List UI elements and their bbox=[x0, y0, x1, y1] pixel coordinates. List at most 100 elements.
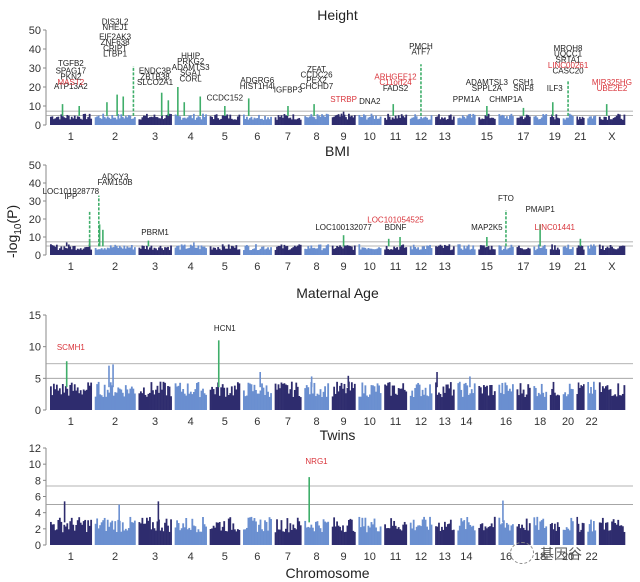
chromosome-8-signal bbox=[324, 116, 327, 125]
gene-label: LTBP1 bbox=[103, 50, 127, 59]
chromosome-15-signal bbox=[486, 116, 488, 125]
chromosome-17-signal bbox=[527, 115, 530, 125]
chromosome-2-signal bbox=[105, 249, 108, 255]
chromosome-1-signal bbox=[82, 248, 85, 255]
chromosome-7-signal bbox=[296, 517, 299, 545]
chromosome-7-signal bbox=[282, 531, 284, 545]
chromosome-4-signal bbox=[203, 393, 206, 410]
gene-label: MIR325HG bbox=[592, 78, 632, 87]
chromosome-3-signal bbox=[161, 115, 163, 125]
gene-label: DIS3L2 bbox=[102, 17, 129, 26]
chromosome-7-signal bbox=[296, 118, 299, 125]
x-tick-label: 3 bbox=[152, 416, 158, 428]
chromosome-3-signal bbox=[167, 525, 169, 545]
chromosome-6-signal bbox=[255, 118, 257, 125]
chromosome-X-signal bbox=[598, 522, 601, 545]
chromosome-10-signal bbox=[365, 249, 368, 255]
chromosome-21-signal bbox=[580, 385, 582, 410]
chromosome-20-signal bbox=[567, 244, 570, 255]
chromosome-5-signal bbox=[232, 246, 235, 255]
chromosome-1-signal bbox=[67, 529, 70, 545]
chromosome-11-signal bbox=[402, 244, 405, 255]
chromosome-16-signal bbox=[504, 118, 507, 125]
chromosome-X-signal bbox=[612, 248, 615, 255]
chromosome-13-signal bbox=[442, 386, 445, 410]
gene-label: EIF2AK3 bbox=[99, 33, 132, 42]
chromosome-5-signal bbox=[211, 386, 213, 410]
chromosome-2-signal bbox=[103, 248, 106, 255]
chromosome-5-signal bbox=[238, 249, 241, 255]
chromosome-4-signal bbox=[202, 388, 204, 410]
chromosome-4-signal bbox=[199, 117, 201, 125]
chromosome-11-signal bbox=[397, 249, 400, 255]
chromosome-5-signal bbox=[220, 250, 223, 255]
gene-label: ZBTB38 bbox=[140, 72, 170, 81]
chromosome-18-signal bbox=[534, 387, 537, 410]
chromosome-4-signal bbox=[192, 525, 195, 545]
chromosome-10-signal bbox=[372, 249, 374, 255]
x-tick-label: 11 bbox=[390, 261, 401, 273]
chromosome-10-signal bbox=[367, 117, 370, 125]
chromosome-12-signal bbox=[417, 382, 420, 410]
chromosome-2-signal bbox=[108, 392, 111, 410]
chromosome-X-signal bbox=[598, 116, 601, 125]
chromosome-2-signal bbox=[132, 118, 135, 125]
x-tick-label: 5 bbox=[222, 551, 228, 563]
chromosome-3-signal bbox=[144, 394, 147, 410]
chromosome-5-signal bbox=[215, 522, 218, 545]
chromosome-14-signal bbox=[457, 383, 460, 410]
chromosome-13-signal bbox=[446, 524, 449, 545]
chromosome-5-signal bbox=[214, 394, 217, 410]
chromosome-22-signal bbox=[587, 245, 590, 255]
chromosome-7-signal bbox=[274, 383, 277, 410]
chromosome-7-signal bbox=[292, 396, 295, 410]
chromosome-9-signal bbox=[334, 248, 337, 255]
chromosome-7-signal bbox=[293, 119, 296, 125]
gene-label: ILF3 bbox=[547, 84, 564, 93]
chromosome-10-signal bbox=[367, 396, 370, 410]
chromosome-7-signal bbox=[289, 389, 292, 410]
chromosome-22-signal bbox=[593, 244, 595, 255]
chromosome-16-signal bbox=[510, 113, 513, 125]
chromosome-14-signal bbox=[470, 248, 473, 255]
chromosome-4-signal bbox=[182, 523, 185, 545]
chromosome-8-signal bbox=[304, 520, 307, 545]
chromosome-8-signal bbox=[316, 521, 319, 545]
chromosome-1-signal bbox=[61, 384, 64, 410]
x-tick-label: 11 bbox=[390, 131, 401, 143]
chromosome-1-signal bbox=[72, 524, 75, 545]
chromosome-13-signal bbox=[438, 114, 440, 125]
chromosome-16-signal bbox=[501, 382, 504, 410]
chromosome-7-signal bbox=[296, 245, 299, 255]
chromosome-8-signal bbox=[318, 525, 320, 545]
chromosome-2-signal bbox=[115, 119, 118, 125]
chromosome-2-signal bbox=[133, 117, 136, 125]
chromosome-11-signal bbox=[394, 115, 397, 125]
chromosome-12-signal bbox=[414, 388, 417, 410]
chromosome-X-signal bbox=[612, 519, 615, 545]
chromosome-17-signal bbox=[525, 249, 528, 255]
chromosome-20-signal bbox=[565, 527, 568, 545]
chromosome-4-signal bbox=[189, 115, 192, 125]
chromosome-X-signal bbox=[618, 525, 621, 545]
chromosome-22-signal bbox=[587, 118, 590, 125]
chromosome-17-signal bbox=[518, 245, 520, 255]
chromosome-18-signal bbox=[542, 246, 545, 255]
chromosome-17-signal bbox=[522, 527, 525, 545]
chromosome-11-signal bbox=[388, 382, 391, 410]
chromosome-7-signal bbox=[277, 115, 280, 125]
chromosome-3-signal bbox=[159, 381, 162, 410]
chromosome-11-signal bbox=[384, 249, 387, 255]
chromosome-20-signal bbox=[568, 383, 571, 410]
chromosome-3-signal bbox=[170, 519, 172, 545]
chromosome-11-signal bbox=[399, 529, 402, 545]
chromosome-5-signal bbox=[233, 529, 236, 545]
chromosome-6-signal bbox=[267, 391, 269, 410]
chromosome-3-signal bbox=[147, 520, 150, 545]
chromosome-14-signal bbox=[460, 389, 463, 410]
chromosome-1-signal bbox=[87, 247, 90, 255]
chromosome-11-signal bbox=[384, 524, 387, 545]
chromosome-18-signal bbox=[533, 386, 536, 410]
chromosome-5-signal bbox=[220, 530, 223, 545]
chromosome-14-signal bbox=[470, 117, 473, 125]
